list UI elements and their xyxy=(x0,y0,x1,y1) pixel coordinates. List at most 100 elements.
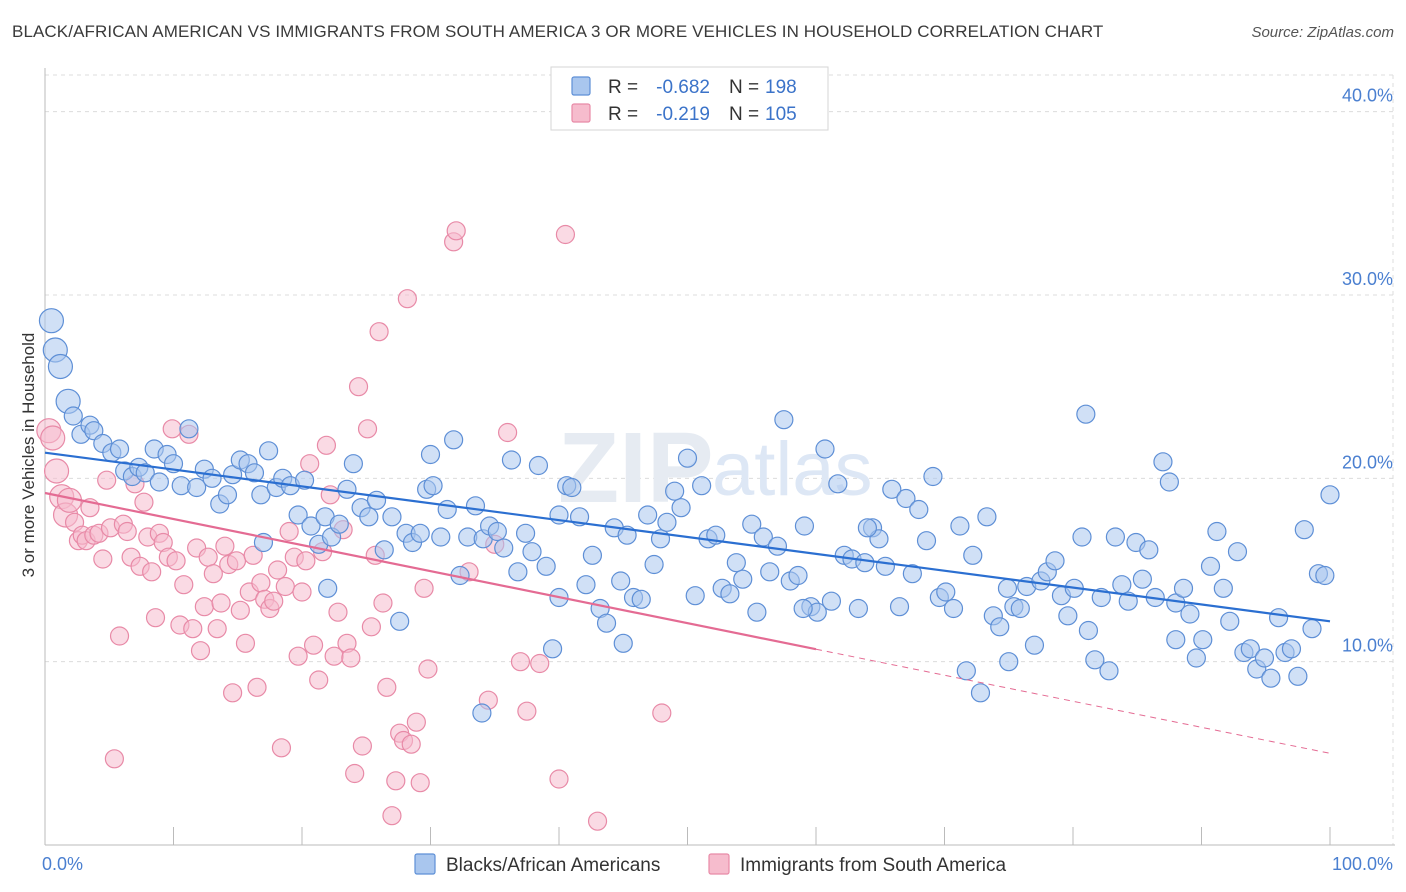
blacks-point xyxy=(869,529,889,549)
blacks-point xyxy=(1076,404,1096,424)
blacks-point xyxy=(1254,648,1275,668)
blacks-point xyxy=(1159,472,1179,492)
blacks-point xyxy=(657,512,677,532)
blacks-point xyxy=(760,562,780,582)
immigrants-point xyxy=(406,712,426,732)
immigrants-point xyxy=(207,619,227,639)
blacks-point xyxy=(677,448,698,468)
immigrants-point xyxy=(587,811,608,831)
y-tick-label: 10.0% xyxy=(1342,636,1393,656)
blacks-point xyxy=(63,406,83,426)
immigrants-point xyxy=(530,653,550,674)
immigrants-point xyxy=(555,224,576,245)
blacks-point xyxy=(1058,606,1078,626)
blacks-point xyxy=(258,441,279,461)
immigrants-point xyxy=(652,703,672,723)
immigrants-point xyxy=(43,458,70,484)
blacks-point xyxy=(465,496,486,516)
blacks-point xyxy=(187,477,207,498)
immigrants-point xyxy=(194,597,214,617)
immigrants-point xyxy=(275,576,295,597)
legend-n-value: 198 xyxy=(765,77,797,98)
blacks-point xyxy=(1294,520,1314,540)
blacks-point xyxy=(596,613,617,633)
immigrants-points xyxy=(36,221,672,831)
immigrants-point xyxy=(300,454,320,474)
immigrants-point xyxy=(328,602,348,622)
blacks-point xyxy=(788,565,808,586)
blacks-point xyxy=(638,505,658,525)
blacks-point xyxy=(956,661,976,681)
immigrants-point xyxy=(223,683,243,703)
immigrants-point xyxy=(247,677,267,697)
blacks-point xyxy=(423,476,443,496)
immigrants-point xyxy=(215,536,235,556)
immigrants-point xyxy=(348,377,369,397)
blacks-point xyxy=(936,582,956,602)
legend-r-label: R = xyxy=(608,104,638,125)
blacks-trend-line xyxy=(44,451,1331,623)
blacks-point xyxy=(923,466,943,487)
blacks-point xyxy=(902,564,922,584)
blacks-point xyxy=(542,639,563,659)
blacks-point xyxy=(1281,639,1302,659)
legend-n-label: N = xyxy=(729,77,759,98)
immigrants-point xyxy=(373,593,393,613)
blacks-point xyxy=(793,598,813,619)
blacks-point xyxy=(1220,611,1240,631)
blacks-point xyxy=(970,683,991,703)
blacks-point xyxy=(109,439,130,459)
immigrants-point xyxy=(341,648,361,668)
blacks-point xyxy=(685,586,705,606)
blacks-point xyxy=(692,476,712,496)
blacks-point xyxy=(977,507,997,527)
blacks-point xyxy=(1105,527,1126,547)
immigrants-point xyxy=(296,551,316,571)
immigrants-point xyxy=(117,521,137,542)
immigrants-point xyxy=(145,608,166,628)
blacks-point xyxy=(1240,639,1260,659)
blacks-point xyxy=(1227,542,1248,562)
blacks-point xyxy=(889,597,910,617)
immigrants-point xyxy=(517,701,537,721)
blacks-point xyxy=(733,569,753,589)
immigrants-point xyxy=(377,677,397,697)
blacks-point xyxy=(1261,668,1281,688)
blacks-points xyxy=(38,308,1340,723)
blacks-point xyxy=(515,523,536,543)
watermark-atlas: atlas xyxy=(712,427,873,512)
immigrants-point xyxy=(345,763,365,784)
immigrants-point xyxy=(410,773,430,793)
immigrants-point xyxy=(230,600,250,620)
blacks-point xyxy=(671,498,691,518)
y-axis-label: 3 or more Vehicles in Household xyxy=(19,333,38,578)
blacks-point xyxy=(613,633,633,653)
blacks-point xyxy=(644,554,664,575)
blacks-point xyxy=(288,505,308,525)
blacks-point xyxy=(251,485,271,505)
blacks-point xyxy=(720,584,740,604)
legend-r-label: R = xyxy=(608,77,638,98)
trend-layer xyxy=(44,451,1331,754)
blacks-point xyxy=(1166,630,1186,650)
blacks-point xyxy=(337,479,357,499)
immigrants-point xyxy=(510,652,531,672)
blacks-point xyxy=(767,536,788,556)
blacks-point xyxy=(1045,551,1065,571)
blacks-point xyxy=(366,490,387,510)
blacks-point xyxy=(47,353,74,380)
blacks-point xyxy=(382,507,402,527)
legend-box xyxy=(550,66,829,131)
blacks-point xyxy=(217,485,238,505)
blacks-point xyxy=(420,444,441,465)
immigrants-point xyxy=(352,736,372,756)
immigrants-point xyxy=(382,806,402,826)
blacks-point xyxy=(916,531,937,551)
immigrants-point xyxy=(309,670,329,690)
blacks-point xyxy=(896,488,916,509)
blacks-point xyxy=(1085,650,1105,670)
legend-n-value: 105 xyxy=(765,104,797,125)
immigrants-point xyxy=(397,289,417,309)
immigrants-point xyxy=(498,422,518,443)
legend: R = -0.682 N = 198 R = -0.219 N = 105 xyxy=(550,66,829,131)
